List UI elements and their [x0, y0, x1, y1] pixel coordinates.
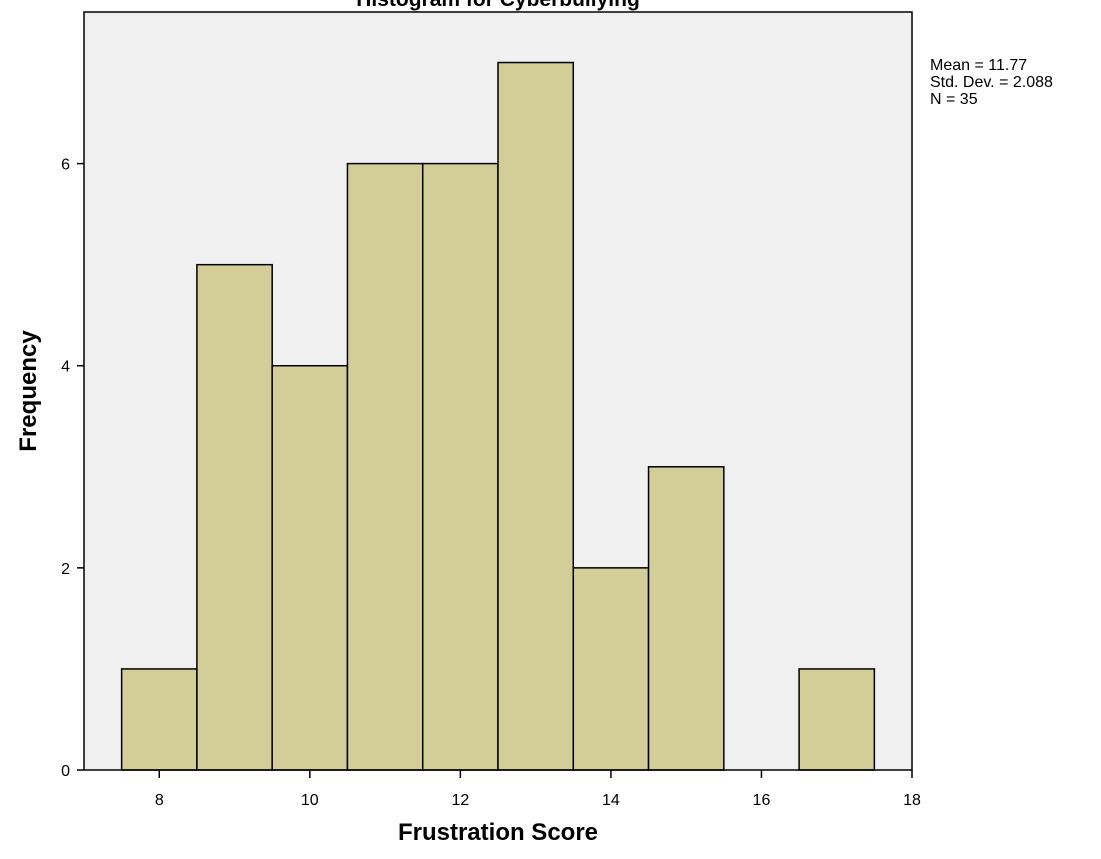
- histogram-bar-9: [798, 668, 876, 771]
- plot-frame: [83, 11, 913, 771]
- stat-n: N = 35: [930, 91, 978, 108]
- histogram-bar-3: [271, 364, 349, 771]
- statistics-box: Mean = 11.77 Std. Dev. = 2.088 N = 35: [930, 57, 1053, 108]
- x-tick-label: 18: [903, 792, 921, 809]
- bars-group: [120, 61, 876, 771]
- histogram-bar-6: [497, 61, 575, 771]
- histogram-bar-4: [346, 162, 424, 771]
- x-tick-label: 16: [753, 792, 771, 809]
- histogram-bar-2: [196, 263, 273, 771]
- stat-mean: Mean = 11.77: [930, 57, 1028, 74]
- y-axis: 0 2 4 6: [61, 157, 84, 780]
- y-tick-label: 2: [61, 561, 70, 578]
- histogram-bar-7: [572, 567, 650, 771]
- y-tick-label: 6: [61, 157, 70, 174]
- y-axis-title: Frequency: [15, 330, 42, 452]
- x-axis-title: Frustration Score: [398, 819, 598, 846]
- histogram-bar-8: [647, 466, 725, 771]
- histogram-bar-5: [421, 162, 499, 771]
- x-axis: 8 10 12 14 16 18: [155, 770, 921, 809]
- stat-std-dev: Std. Dev. = 2.088: [930, 74, 1053, 91]
- y-tick-label: 0: [61, 763, 70, 780]
- histogram-bar-1: [120, 668, 198, 771]
- y-tick-label: 4: [61, 359, 70, 376]
- x-tick-label: 12: [451, 792, 469, 809]
- x-tick-label: 8: [155, 792, 164, 809]
- x-tick-label: 10: [301, 792, 319, 809]
- x-tick-label: 14: [602, 792, 620, 809]
- chart-title: Histogram for Cyberbullying: [356, 0, 640, 11]
